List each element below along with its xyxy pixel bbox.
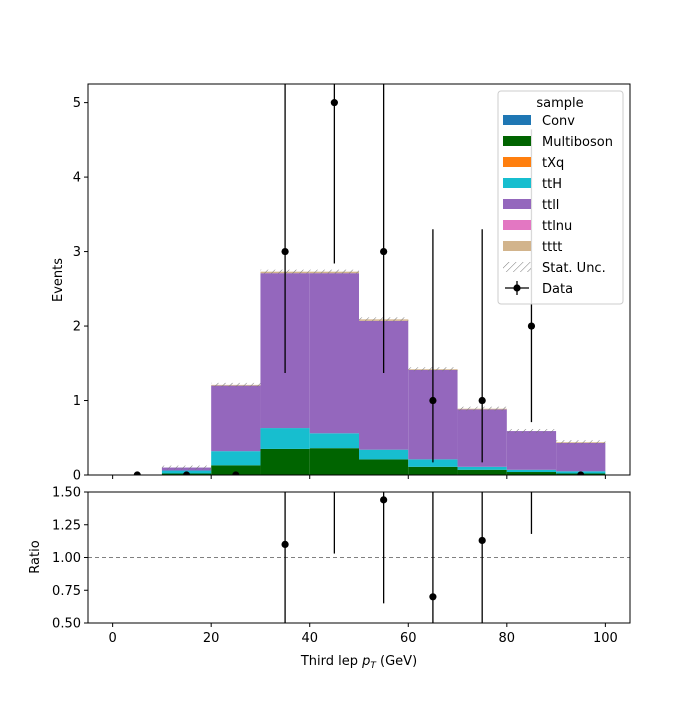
legend-marker xyxy=(513,284,521,292)
bar-ttll-bin-9 xyxy=(556,442,606,472)
legend-entry-ttlnu: ttlnu xyxy=(503,219,572,234)
legend-swatch xyxy=(503,199,531,209)
ratio-y-tick-label: 1.50 xyxy=(52,486,81,501)
legend-label: tttt xyxy=(542,240,562,255)
legend-swatch xyxy=(503,220,531,230)
ratio-y-tick-label: 0.75 xyxy=(52,584,81,599)
bar-multiboson-bin-6 xyxy=(408,466,458,475)
ratio-y-tick-label: 1.00 xyxy=(52,551,81,566)
data-point-1 xyxy=(182,471,191,475)
legend-entry-data: Data xyxy=(505,281,573,297)
data-point-3 xyxy=(281,247,289,256)
stat-unc-bin-9 xyxy=(556,440,606,445)
legend-swatch xyxy=(503,178,531,188)
legend-entry-multiboson: Multiboson xyxy=(503,135,613,150)
x-tick-label: 0 xyxy=(108,631,116,646)
legend-entry-tttt: tttt xyxy=(503,240,562,255)
ratio-point-4 xyxy=(478,536,486,545)
x-tick-label: 80 xyxy=(499,631,516,646)
bar-ttll-bin-8 xyxy=(506,431,557,470)
legend-label: Data xyxy=(542,282,573,297)
legend-label: Conv xyxy=(542,114,575,129)
data-point-2 xyxy=(232,471,240,475)
ratio-point-0 xyxy=(281,540,289,549)
legend-swatch-hatch xyxy=(503,262,531,272)
stat-unc-bin-8 xyxy=(506,429,557,434)
top-y-tick-label: 0 xyxy=(73,469,81,484)
bar-tth-bin-8 xyxy=(506,469,557,473)
legend-label: Multiboson xyxy=(542,135,613,150)
x-tick-label: 60 xyxy=(400,631,417,646)
bar-tth-bin-3 xyxy=(260,428,310,449)
bar-ttll-bin-4 xyxy=(309,273,359,434)
main-panel-frame xyxy=(87,83,631,476)
bar-multiboson-bin-4 xyxy=(309,448,359,475)
bar-tth-bin-7 xyxy=(457,466,507,470)
ratio-y-tick-label: 1.25 xyxy=(52,518,81,533)
legend-label: ttH xyxy=(542,177,562,192)
legend-label: Stat. Unc. xyxy=(542,261,606,276)
stat-unc-bin-2 xyxy=(211,382,261,387)
legend-entry-ttll: ttll xyxy=(503,198,559,213)
x-axis-label: Third lep pT (GeV) xyxy=(300,654,417,671)
top-y-axis-label: Events xyxy=(51,258,66,302)
bar-tth-bin-6 xyxy=(408,459,458,467)
x-tick-label: 100 xyxy=(593,631,618,646)
stat-unc-bin-4 xyxy=(309,269,359,274)
bar-multiboson-bin-3 xyxy=(260,448,310,475)
legend-swatch xyxy=(503,115,531,125)
legend-swatch xyxy=(503,136,531,146)
legend-label: ttlnu xyxy=(542,219,572,234)
axes: 0 1 2 3 4 5 0.50 0.75 1.00 1.25 1.50 0 20 40 60 80 100 xyxy=(52,96,618,646)
ratio-panel xyxy=(88,492,630,623)
stat-unc-bin-1 xyxy=(161,465,212,470)
top-y-tick-label: 2 xyxy=(73,320,81,335)
top-y-tick-label: 3 xyxy=(73,245,81,260)
legend-entry-tth: ttH xyxy=(503,177,562,192)
bar-multiboson-bin-7 xyxy=(457,469,507,475)
data-point-0 xyxy=(133,471,141,475)
legend-entry-txq: tXq xyxy=(503,156,564,171)
ratio-point-3 xyxy=(429,593,437,601)
data-point-4 xyxy=(330,99,338,107)
ratio-y-tick-label: 0.50 xyxy=(52,617,81,632)
bar-tth-bin-2 xyxy=(211,451,261,466)
bar-multiboson-bin-5 xyxy=(359,459,409,475)
legend-swatch xyxy=(503,241,531,251)
x-tick-label: 20 xyxy=(203,631,220,646)
legend-entry-conv: Conv xyxy=(503,114,575,129)
legend-entry-stat-unc-: Stat. Unc. xyxy=(503,261,606,276)
legend-title: sample xyxy=(536,96,583,111)
top-y-tick-label: 4 xyxy=(73,171,81,186)
bar-ttll-bin-2 xyxy=(211,385,261,452)
legend-label: tXq xyxy=(542,156,564,171)
ratio-panel-frame xyxy=(87,491,631,624)
data-point-9 xyxy=(577,471,585,475)
data-point-8 xyxy=(527,322,536,330)
bar-multiboson-bin-2 xyxy=(211,465,261,475)
bar-tth-bin-5 xyxy=(359,449,409,460)
top-y-tick-label: 5 xyxy=(73,96,81,111)
bar-tth-bin-4 xyxy=(309,433,359,449)
x-tick-label: 40 xyxy=(301,631,318,646)
ratio-y-axis-label: Ratio xyxy=(28,540,43,573)
data-point-6 xyxy=(429,396,437,405)
legend: sample Conv Multiboson tXq ttH ttll ttlnu tttt… xyxy=(497,90,624,305)
bar-multiboson-bin-8 xyxy=(506,472,557,475)
top-y-tick-label: 1 xyxy=(73,394,81,409)
legend-label: ttll xyxy=(542,198,559,213)
data-point-5 xyxy=(380,247,388,256)
data-point-7 xyxy=(478,396,486,405)
ratio-point-2 xyxy=(380,496,388,504)
legend-swatch xyxy=(503,157,531,167)
